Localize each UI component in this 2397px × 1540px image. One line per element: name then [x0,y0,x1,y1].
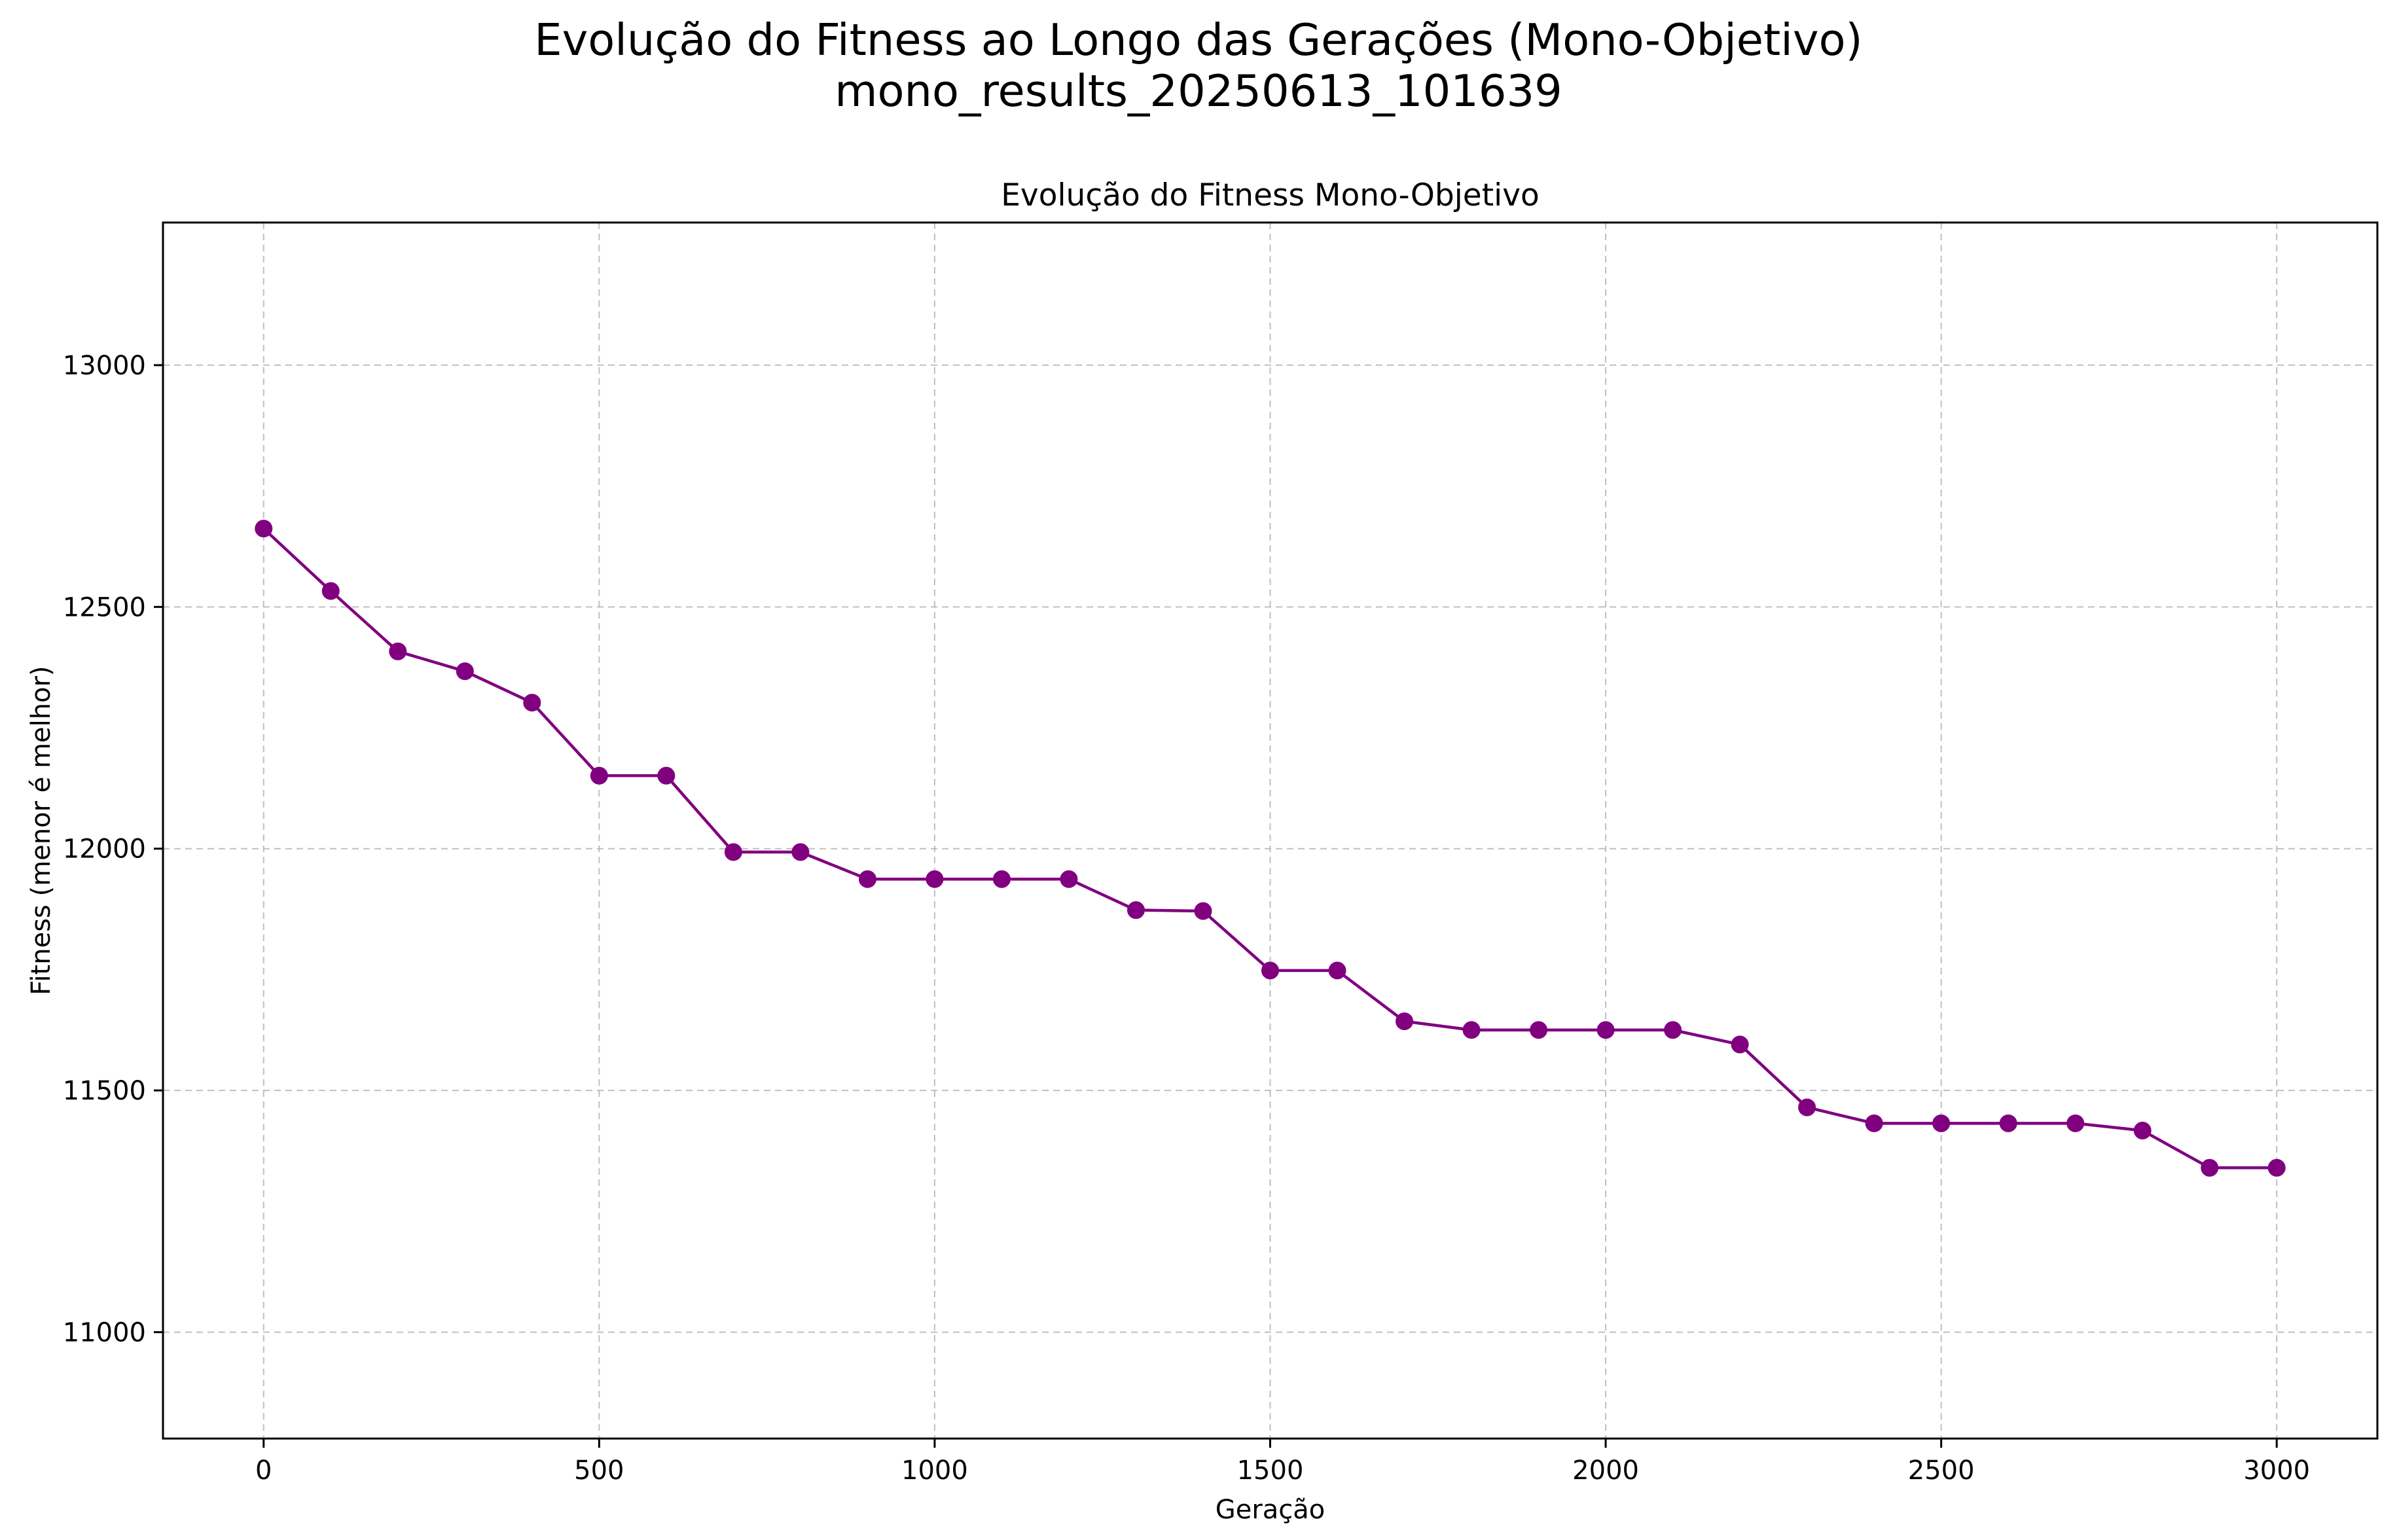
data-point [1194,902,1212,920]
data-point [1530,1021,1548,1039]
y-tick-label: 12500 [63,592,146,622]
x-tick-label: 1000 [901,1456,968,1486]
axes-title: Evolução do Fitness Mono-Objetivo [1001,177,1540,213]
data-point [456,662,474,681]
y-axis-label: Fitness (menor é melhor) [26,666,56,995]
x-axis-label: Geração [1216,1495,1325,1525]
x-tick-label: 2000 [1572,1456,1639,1486]
data-point [1999,1114,2017,1132]
data-point [1798,1098,1816,1117]
y-tick-label: 12000 [63,834,146,865]
axis-ticks: 0 500 1000 1500 2000 2500 3000 11000 11500 12000 1… [63,351,2310,1486]
data-point [389,642,407,660]
data-point [1731,1035,1749,1054]
data-point [2133,1121,2152,1139]
data-point [1126,901,1145,920]
data-point [1396,1012,1414,1030]
data-point [1932,1114,1951,1132]
x-tick-label: 500 [574,1456,624,1486]
data-point [1596,1021,1615,1039]
x-tick-label: 3000 [2243,1456,2310,1486]
data-point [926,870,944,888]
data-point [2267,1158,2286,1177]
data-point [590,766,608,785]
x-tick-label: 1500 [1237,1456,1304,1486]
data-point [1060,870,1078,888]
data-point [321,582,340,600]
data-point [255,520,273,538]
data-point [1865,1114,1883,1132]
data-point [2066,1114,2085,1132]
data-point [791,843,810,861]
x-tick-label: 0 [255,1456,272,1486]
grid-lines [163,223,2377,1439]
figure-subtitle: mono_results_20250613_101639 [835,65,1562,116]
data-point [523,694,541,712]
data-point [992,870,1011,888]
data-point [858,870,876,888]
data-point [2201,1158,2219,1177]
x-tick-label: 2500 [1908,1456,1975,1486]
data-point [1328,961,1346,980]
data-point [657,766,676,785]
series-layer [255,520,2286,1177]
y-tick-label: 11500 [63,1076,146,1106]
figure-suptitle: Evolução do Fitness ao Longo das Geraçõe… [534,14,1863,65]
data-point [1664,1021,1682,1039]
data-point [1462,1021,1481,1039]
y-tick-label: 13000 [63,351,146,381]
y-tick-label: 11000 [63,1317,146,1348]
data-point [724,843,742,861]
data-point [1261,961,1279,980]
